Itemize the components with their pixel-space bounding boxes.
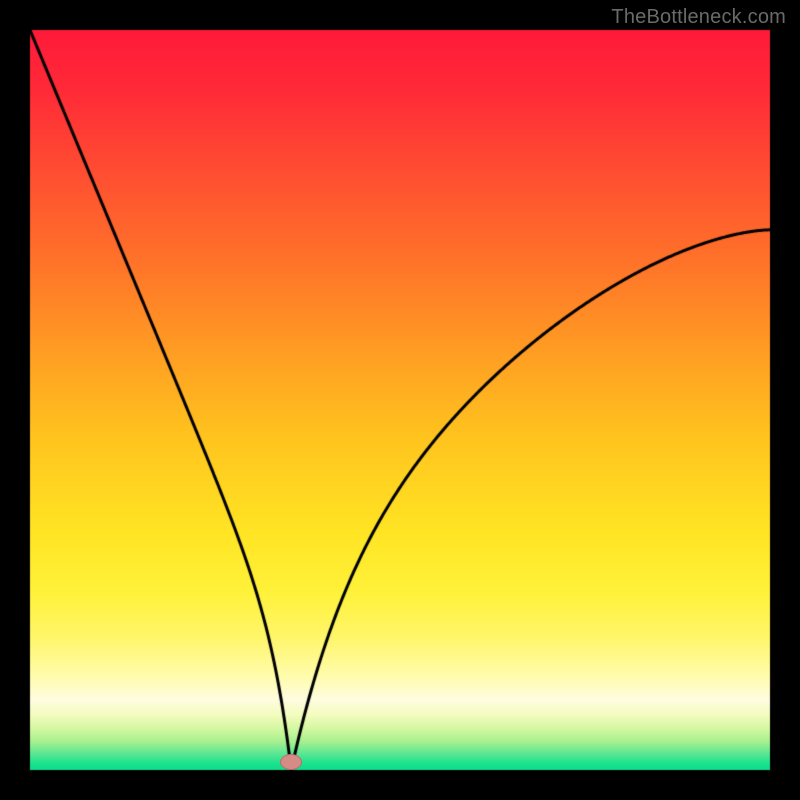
watermark-text: TheBottleneck.com bbox=[611, 6, 786, 29]
bottleneck-chart-canvas bbox=[0, 0, 800, 800]
chart-container bbox=[0, 0, 800, 800]
